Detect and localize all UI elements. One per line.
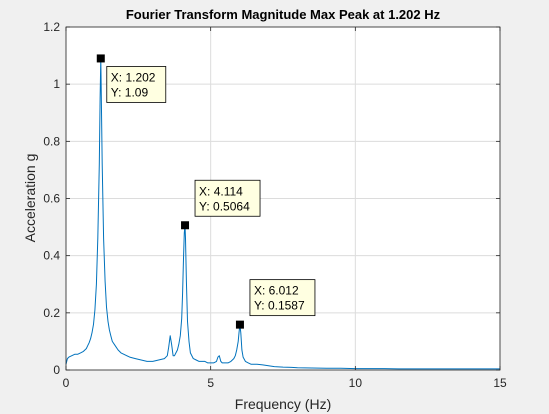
x-axis-label: Frequency (Hz)	[235, 396, 331, 412]
datatip-marker[interactable]	[235, 320, 244, 329]
x-tick-label: 0	[63, 376, 70, 390]
datatip-marker[interactable]	[181, 221, 190, 230]
datatip-x-text: X: 4.114	[199, 184, 243, 198]
y-axis-label: Acceleration g	[22, 154, 38, 243]
datatip-y-text: Y: 0.5064	[199, 199, 250, 213]
y-tick-label: 0	[53, 363, 60, 377]
chart-title: Fourier Transform Magnitude Max Peak at …	[126, 7, 441, 22]
datatip-y-text: Y: 1.09	[111, 85, 149, 99]
x-tick-label: 15	[493, 376, 507, 390]
datatip-box	[106, 66, 167, 103]
datatip-marker[interactable]	[96, 54, 105, 63]
x-tick-label: 5	[207, 376, 214, 390]
datatip-box	[194, 179, 261, 217]
datatip-box	[249, 279, 316, 317]
axis-ticks: 0 5 10 15 0 0.2 0.4 0.6 0.8 1 1.2	[43, 20, 507, 390]
y-tick-label: 1.2	[43, 20, 60, 34]
datatip-x-text: X: 1.202	[111, 70, 156, 84]
y-tick-label: 0.6	[43, 192, 60, 206]
y-tick-label: 0.4	[43, 249, 60, 263]
y-tick-label: 0.2	[43, 306, 60, 320]
datatip-y-text: Y: 0.1587	[254, 299, 305, 313]
y-tick-label: 0.8	[43, 134, 60, 148]
x-tick-label: 10	[349, 376, 363, 390]
y-tick-label: 1	[53, 77, 60, 91]
datatip-x-text: X: 6.012	[254, 284, 299, 298]
